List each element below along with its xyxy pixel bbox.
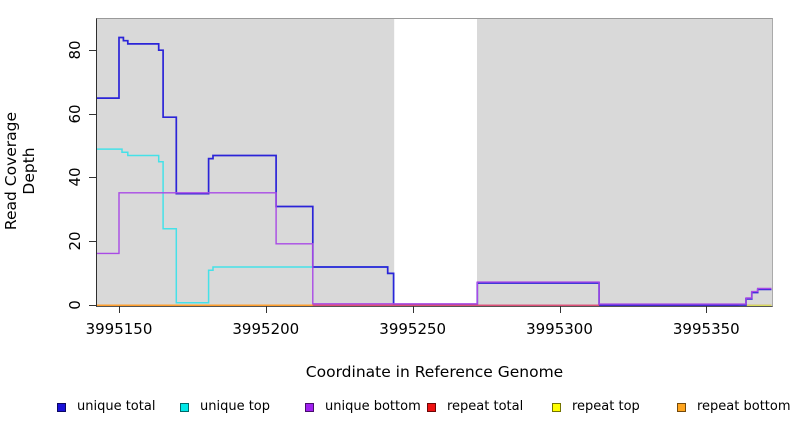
legend-swatch xyxy=(677,403,686,412)
x-axis-tick xyxy=(265,306,267,313)
x-axis-tick-label: 3995350 xyxy=(672,320,740,338)
x-axis-title: Coordinate in Reference Genome xyxy=(305,363,564,381)
x-axis-tick-label: 3995200 xyxy=(232,320,300,338)
y-axis-tick-label: 20 xyxy=(66,231,84,251)
legend-swatch xyxy=(552,403,561,412)
y-axis-tick-label: 0 xyxy=(66,300,84,310)
y-axis-tick xyxy=(89,113,96,115)
y-axis-tick-label: 60 xyxy=(66,103,84,124)
legend-item-label: unique total xyxy=(77,399,156,414)
y-axis-tick xyxy=(89,177,96,179)
x-axis-tick xyxy=(706,306,708,313)
legend-item-label: unique top xyxy=(200,399,271,414)
x-axis-tick-label: 3995300 xyxy=(526,320,593,338)
legend-swatch xyxy=(305,403,314,412)
y-axis-tick-label: 40 xyxy=(66,167,84,187)
legend-item-label: repeat bottom xyxy=(697,399,791,414)
series-unique-top xyxy=(97,148,395,306)
legend-item-label: unique bottom xyxy=(325,399,421,414)
legend-item-label: repeat total xyxy=(447,399,524,414)
y-axis-title: Read Coverage Depth xyxy=(2,111,38,231)
legend-swatch xyxy=(180,403,189,412)
x-axis-tick-label: 3995150 xyxy=(85,320,153,338)
x-axis-tick xyxy=(559,306,561,313)
legend: unique total unique top unique bottom repea… xyxy=(0,398,792,420)
y-axis-tick xyxy=(89,241,96,242)
legend-swatch xyxy=(427,403,436,412)
plot-area xyxy=(96,18,773,307)
coverage-chart-svg xyxy=(97,19,772,306)
white-gap-band xyxy=(394,19,477,306)
legend-swatch xyxy=(57,403,66,412)
y-axis-tick xyxy=(89,49,96,51)
x-axis-tick-label: 3995250 xyxy=(379,320,447,338)
y-axis-tick-label: 80 xyxy=(66,40,84,60)
y-axis-tick xyxy=(89,304,96,306)
series-unique-bottom xyxy=(97,192,772,305)
x-axis-tick xyxy=(412,306,414,313)
legend-item-label: repeat top xyxy=(572,399,640,414)
x-axis-tick xyxy=(119,306,120,313)
